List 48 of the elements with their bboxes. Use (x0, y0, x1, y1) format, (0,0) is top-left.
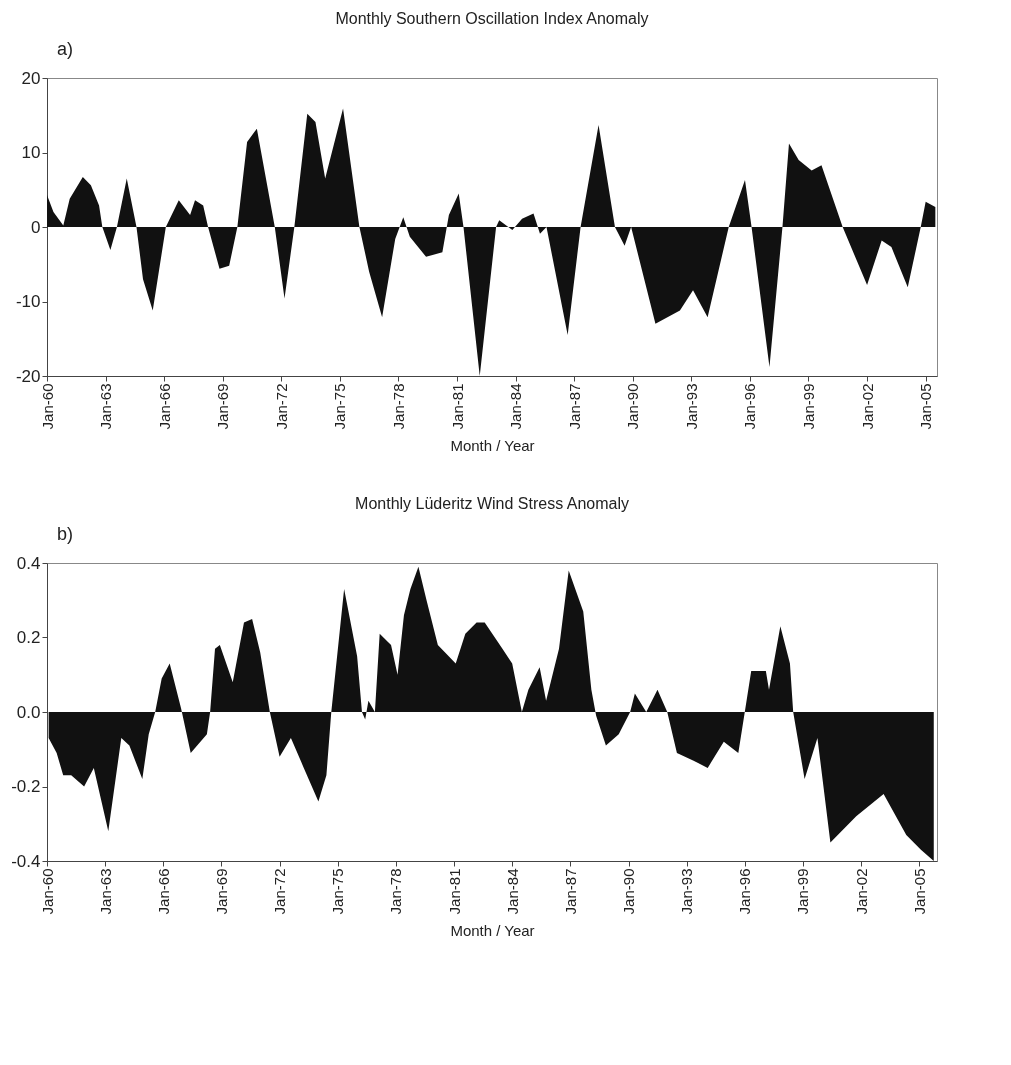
x-tick-label: Jan-72 (271, 868, 289, 915)
y-tick-label: -0.2 (11, 777, 41, 796)
y-tick-label: 20 (21, 68, 41, 88)
chart-title: Monthly Lüderitz Wind Stress Anomaly (355, 495, 629, 512)
text: b) (57, 524, 74, 544)
x-tick-label: Jan-81 (445, 868, 463, 915)
x-tick-label: Jan-66 (155, 383, 173, 430)
y-tick-label: 0 (31, 217, 41, 237)
x-tick-label: Jan-75 (331, 383, 349, 430)
x-tick-label: Jan-69 (214, 383, 232, 430)
x-tick-label: Jan-87 (565, 383, 583, 430)
x-tick-label: Jan-78 (389, 383, 407, 430)
x-tick-label: Jan-69 (212, 868, 230, 915)
y-tick-label: 0.0 (16, 702, 41, 722)
x-axis-title: Month / Year (450, 922, 535, 940)
x-tick-label: Jan-66 (154, 868, 172, 915)
x-tick-label: Jan-02 (852, 868, 870, 915)
y-tick-label: 0.4 (16, 553, 41, 573)
x-tick-label: Jan-99 (799, 383, 817, 430)
x-tick-label: Jan-05 (917, 383, 935, 430)
x-tick-label: Jan-93 (678, 868, 696, 915)
x-tick-label: Jan-90 (620, 868, 638, 915)
x-tick-label: Jan-99 (794, 868, 812, 915)
x-tick-label: Jan-96 (736, 868, 754, 915)
chart-title: Monthly Southern Oscillation Index Anomaly (335, 10, 649, 27)
x-axis-title: Month / Year (450, 437, 535, 455)
x-tick-label: Jan-63 (96, 868, 114, 915)
x-tick-label: Jan-90 (624, 383, 642, 430)
x-tick-label: Jan-60 (38, 383, 56, 430)
x-tick-label: Jan-84 (507, 383, 525, 430)
x-tick-label: Jan-72 (272, 383, 290, 430)
x-tick-label: Jan-75 (329, 868, 347, 915)
x-tick-label: Jan-02 (858, 383, 876, 430)
x-tick-label: Jan-93 (682, 383, 700, 430)
x-tick-label: Jan-81 (448, 383, 466, 430)
y-tick-label: 10 (21, 143, 41, 162)
y-tick-label: 0.2 (16, 628, 41, 647)
y-tick-label: -20 (15, 366, 41, 386)
y-tick-label: -10 (15, 292, 41, 311)
x-tick-label: Jan-78 (387, 868, 405, 915)
x-tick-label: Jan-63 (97, 383, 115, 430)
text: a) (57, 39, 74, 59)
x-tick-label: Jan-84 (503, 868, 521, 915)
x-tick-label: Jan-60 (38, 868, 56, 915)
x-tick-label: Jan-87 (561, 868, 579, 915)
y-tick-label: -0.4 (11, 851, 41, 871)
x-tick-label: Jan-05 (910, 868, 928, 915)
x-tick-label: Jan-96 (741, 383, 759, 430)
